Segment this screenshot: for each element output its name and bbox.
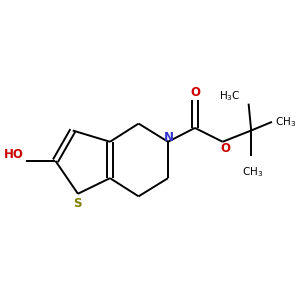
Text: H$_3$C: H$_3$C (219, 89, 241, 103)
Text: O: O (190, 86, 200, 99)
Text: HO: HO (4, 148, 23, 161)
Text: N: N (164, 131, 174, 144)
Text: CH$_3$: CH$_3$ (275, 115, 297, 129)
Text: O: O (220, 142, 230, 155)
Text: CH$_3$: CH$_3$ (242, 165, 263, 179)
Text: S: S (73, 197, 81, 210)
